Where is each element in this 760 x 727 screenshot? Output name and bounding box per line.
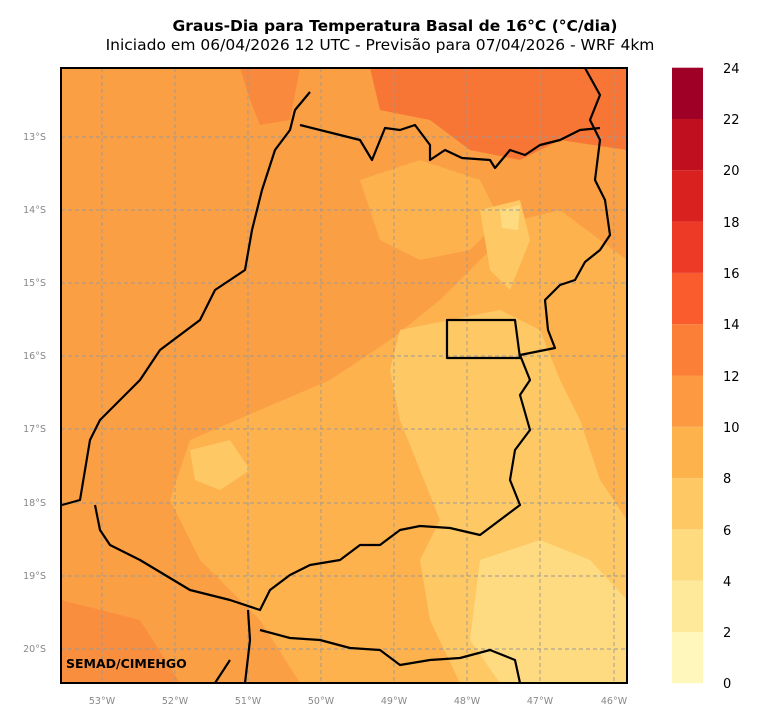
- border-goias-north: [299, 123, 601, 170]
- field-warm-southwest: [61, 600, 180, 683]
- border-ms-mg: [243, 609, 252, 683]
- map-title: Graus-Dia para Temperatura Basal de 16°C…: [172, 17, 618, 35]
- colorbar-swatch: [672, 426, 703, 479]
- lon-label: 46°W: [601, 696, 628, 707]
- colorbar-label: 20: [723, 164, 740, 179]
- border-distrito-federal: [445, 318, 522, 360]
- field-mid-north: [360, 160, 500, 260]
- field-light-patch: [190, 440, 250, 490]
- colorbar-swatch: [672, 478, 703, 530]
- colorbar-label: 22: [723, 113, 740, 128]
- lon-label: 52°W: [162, 696, 189, 707]
- colorbar-label: 6: [723, 524, 731, 539]
- colorbar-label: 24: [723, 62, 740, 77]
- lat-label: 19°S: [23, 571, 46, 582]
- lon-labels: 53°W 52°W 51°W 50°W 49°W 48°W 47°W 46°W: [89, 696, 628, 707]
- border-mg-north: [259, 628, 522, 683]
- colorbar-label: 18: [723, 216, 740, 231]
- colorbar-swatch: [672, 119, 703, 171]
- lon-label: 51°W: [235, 696, 262, 707]
- field-hot-north: [370, 68, 627, 160]
- temperature-field: [61, 68, 627, 683]
- lat-label: 17°S: [23, 424, 46, 435]
- map-subtitle: Iniciado em 06/04/2026 12 UTC - Previsão…: [105, 36, 655, 54]
- colorbar-swatch: [672, 67, 703, 119]
- colorbar-label: 10: [723, 421, 740, 436]
- colorbar-swatch: [672, 272, 703, 325]
- border-goias-south: [93, 354, 532, 612]
- colorbar-swatch: [672, 529, 703, 581]
- lon-label: 53°W: [89, 696, 116, 707]
- colorbar-labels: 24 22 20 18 16 14 12 10 8 6 4 2 0: [723, 62, 740, 692]
- lat-label: 16°S: [23, 351, 46, 362]
- colorbar-swatch: [672, 324, 703, 376]
- colorbar-swatch: [672, 221, 703, 273]
- colorbar-label: 16: [723, 267, 740, 282]
- colorbar-swatch: [672, 375, 703, 427]
- border-goias-east: [519, 68, 612, 357]
- border-southwest: [214, 659, 231, 683]
- watermark-label: SEMAD/CIMEHGO: [66, 656, 187, 671]
- lat-label: 13°S: [23, 132, 46, 143]
- colorbar-label: 8: [723, 472, 731, 487]
- colorbar-label: 14: [723, 318, 740, 333]
- lat-label: 15°S: [23, 278, 46, 289]
- field-warm-northwest: [240, 68, 300, 125]
- border-goias-west: [61, 91, 311, 507]
- lon-label: 49°W: [381, 696, 408, 707]
- lon-label: 47°W: [527, 696, 554, 707]
- state-borders: [61, 68, 612, 683]
- colorbar-label: 0: [723, 677, 731, 692]
- colorbar-swatch: [672, 632, 703, 684]
- field-lighter-north: [500, 205, 520, 230]
- lat-labels: 13°S 14°S 15°S 16°S 17°S 18°S 19°S 20°S: [23, 132, 46, 655]
- map-frame: [60, 67, 628, 684]
- colorbar-label: 2: [723, 626, 731, 641]
- lat-label: 20°S: [23, 644, 46, 655]
- colorbar-label: 12: [723, 370, 740, 385]
- lat-label: 14°S: [23, 205, 46, 216]
- lon-label: 48°W: [454, 696, 481, 707]
- colorbar-swatch: [672, 170, 703, 222]
- lon-label: 50°W: [308, 696, 335, 707]
- colorbar: [672, 67, 703, 684]
- colorbar-label: 4: [723, 575, 731, 590]
- colorbar-swatch: [672, 580, 703, 632]
- lat-label: 18°S: [23, 498, 46, 509]
